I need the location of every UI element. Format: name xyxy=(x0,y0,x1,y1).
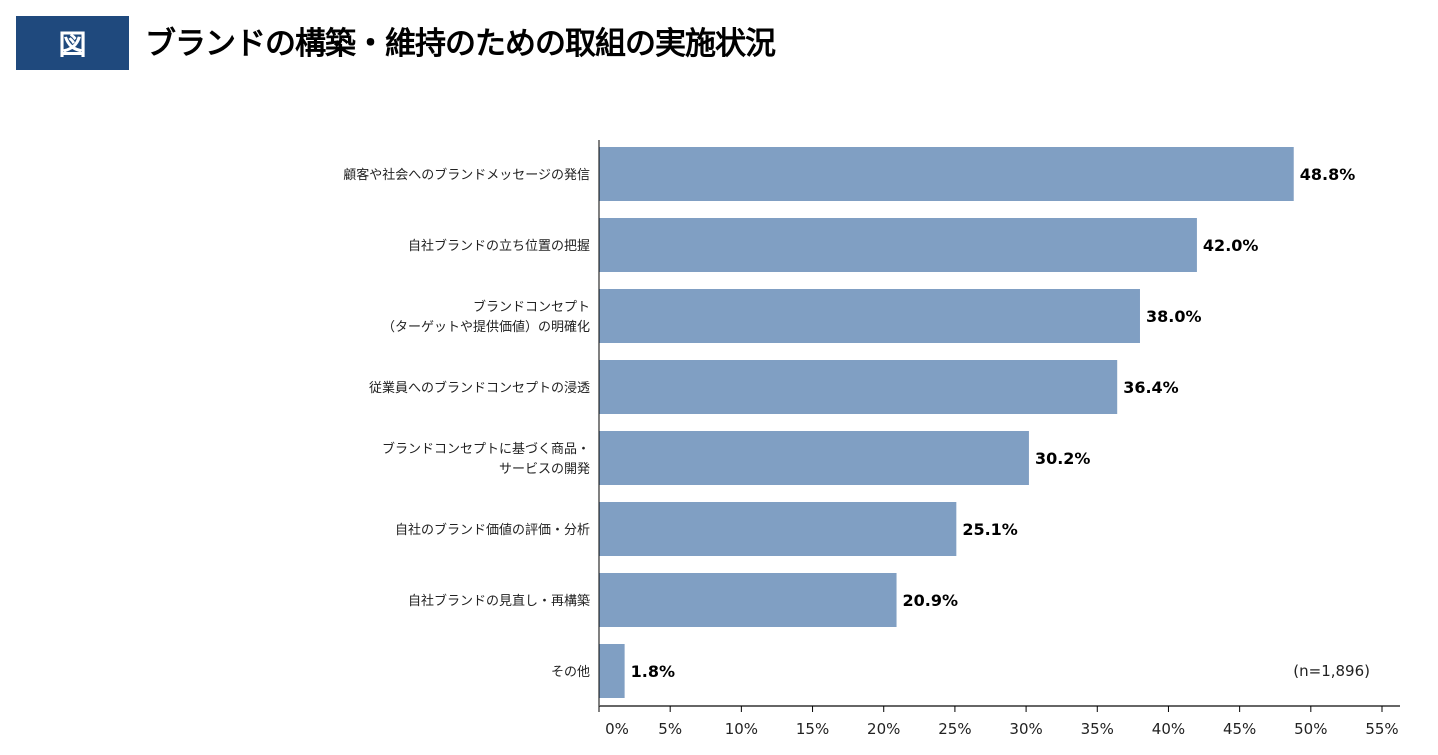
category-label: 従業員へのブランドコンセプトの浸透 xyxy=(369,380,590,396)
bar xyxy=(599,147,1294,201)
x-tick-label: 10% xyxy=(725,720,758,738)
category-label: その他 xyxy=(551,665,590,680)
x-tick-label: 20% xyxy=(867,720,900,738)
x-tick-label: 25% xyxy=(938,720,971,738)
x-tick-label: 55% xyxy=(1365,720,1398,738)
figure-badge: 図 xyxy=(16,16,129,70)
data-label: 30.2% xyxy=(1035,449,1091,468)
sample-size-note: (n=1,896) xyxy=(1293,662,1370,680)
data-label: 1.8% xyxy=(631,662,675,681)
data-label: 20.9% xyxy=(903,591,959,610)
category-label: ブランドコンセプトに基づく商品・ xyxy=(382,441,590,457)
category-label: 自社のブランド価値の評価・分析 xyxy=(395,522,590,538)
bar xyxy=(599,360,1118,414)
data-label: 48.8% xyxy=(1300,165,1356,184)
x-tick-label: 0% xyxy=(605,720,629,738)
category-label: 自社ブランドの見直し・再構築 xyxy=(408,593,590,609)
x-tick-label: 35% xyxy=(1081,720,1114,738)
category-label: ブランドコンセプト xyxy=(473,299,590,315)
bar xyxy=(599,218,1197,272)
x-tick-label: 45% xyxy=(1223,720,1256,738)
bar xyxy=(599,573,897,627)
x-tick-label: 15% xyxy=(796,720,829,738)
x-tick-label: 50% xyxy=(1294,720,1327,738)
data-label: 36.4% xyxy=(1123,378,1179,397)
data-label: 38.0% xyxy=(1146,307,1202,326)
x-tick-label: 5% xyxy=(658,720,682,738)
chart-title: ブランドの構築・維持のための取組の実施状況 xyxy=(145,26,776,62)
bar xyxy=(599,502,957,556)
bar xyxy=(599,431,1029,485)
category-label: 自社ブランドの立ち位置の把握 xyxy=(408,238,590,254)
bar xyxy=(599,644,625,698)
data-label: 42.0% xyxy=(1203,236,1259,255)
category-label: サービスの開発 xyxy=(499,462,590,477)
x-tick-label: 40% xyxy=(1152,720,1185,738)
bar xyxy=(599,289,1140,343)
category-label: （ターゲットや提供価値）の明確化 xyxy=(382,319,590,335)
x-tick-label: 30% xyxy=(1009,720,1042,738)
category-label: 顧客や社会へのブランドメッセージの発信 xyxy=(343,167,590,183)
data-label: 25.1% xyxy=(962,520,1018,539)
